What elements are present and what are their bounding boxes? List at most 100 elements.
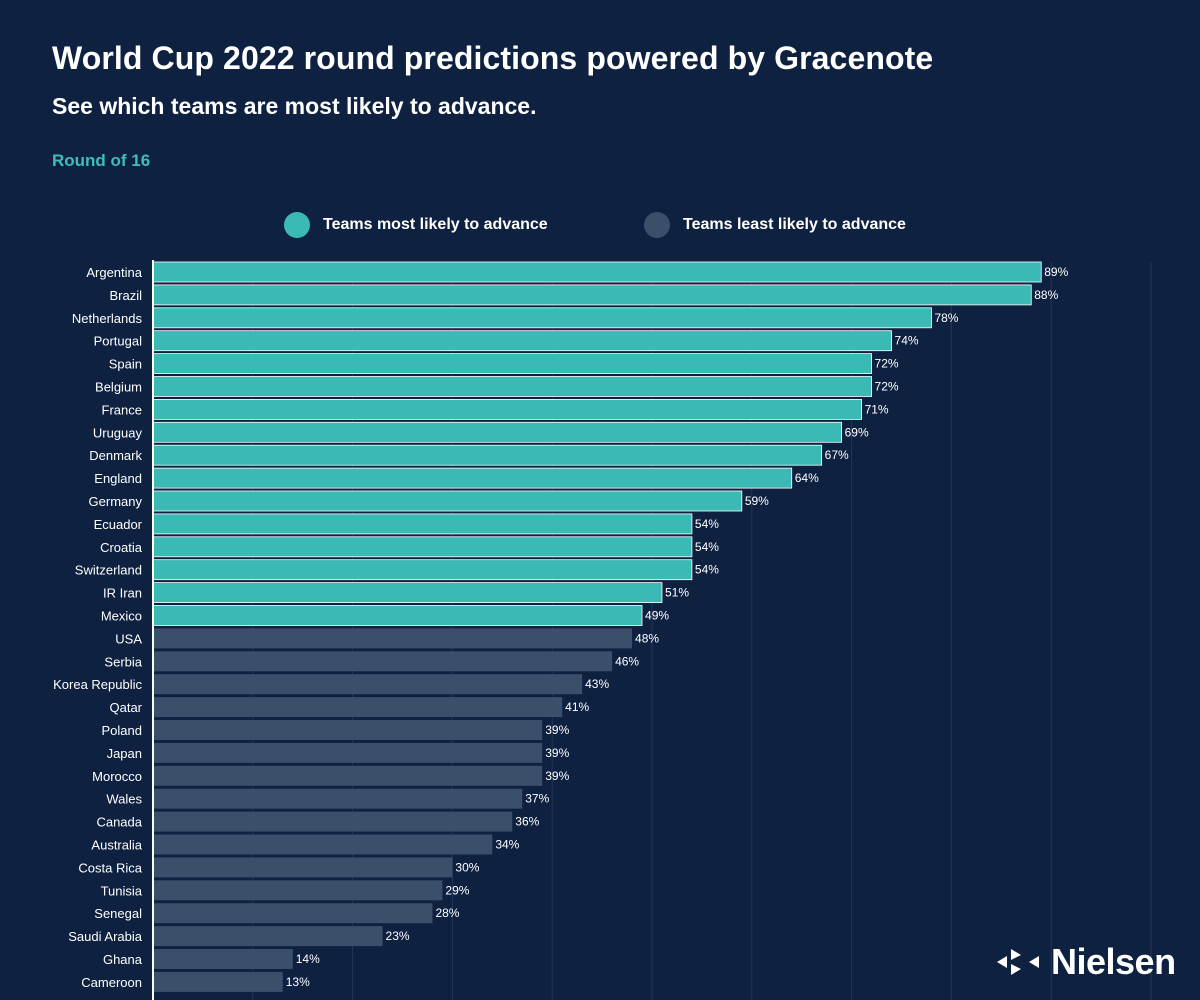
bar-wales (153, 788, 523, 809)
bar-germany (152, 490, 743, 512)
data-label: 51% (665, 586, 689, 600)
bar-switzerland (152, 559, 693, 581)
category-label: England (94, 471, 142, 486)
category-label: Morocco (92, 769, 142, 784)
legend-dot-most-icon (284, 212, 310, 238)
bar-tunisia (153, 880, 443, 901)
data-label: 23% (386, 929, 410, 943)
bar-costa-rica (153, 857, 453, 878)
data-label: 54% (695, 540, 719, 554)
data-label: 89% (1044, 265, 1068, 279)
legend-label-most: Teams most likely to advance (323, 216, 548, 233)
category-label: Serbia (104, 654, 142, 669)
category-label: Spain (109, 357, 142, 372)
data-label: 64% (795, 471, 819, 485)
bar-senegal (153, 903, 433, 924)
data-label: 54% (695, 563, 719, 577)
data-label: 37% (525, 792, 549, 806)
data-label: 78% (934, 311, 958, 325)
category-label: Netherlands (72, 311, 143, 326)
legend-item-most: Teams most likely to advance (284, 211, 548, 239)
data-label: 49% (645, 609, 669, 623)
category-label: Korea Republic (53, 677, 142, 692)
data-label: 41% (565, 700, 589, 714)
bar-poland (153, 720, 543, 740)
brand-name: Nielsen (1051, 941, 1176, 982)
legend-label-least: Teams least likely to advance (683, 216, 906, 233)
bar-serbia (153, 651, 613, 672)
data-label: 67% (825, 448, 849, 462)
data-label: 13% (286, 975, 310, 989)
category-label: Canada (96, 815, 142, 830)
category-label: Mexico (101, 609, 142, 624)
nielsen-logo-icon (997, 949, 1039, 975)
bar-korea-republic (153, 674, 583, 695)
data-label: 59% (745, 494, 769, 508)
bar-netherlands (152, 307, 932, 329)
data-label: 48% (635, 631, 659, 645)
bar-portugal (152, 330, 892, 352)
bar-brazil (152, 284, 1032, 306)
category-label: Ecuador (94, 517, 143, 532)
bar-saudi-arabia (153, 926, 383, 947)
bar-france (152, 398, 862, 420)
bar-spain (152, 353, 872, 375)
bar-usa (153, 628, 633, 649)
category-label: Japan (107, 746, 142, 761)
data-label: 36% (515, 815, 539, 829)
bar-mexico (152, 605, 643, 626)
data-label: 72% (875, 380, 899, 394)
legend-dot-least-icon (644, 212, 670, 238)
bar-belgium (152, 376, 872, 397)
category-label: Senegal (94, 906, 142, 921)
data-label: 71% (865, 402, 889, 416)
data-label: 34% (495, 838, 519, 852)
category-label: Denmark (89, 448, 142, 463)
data-label: 88% (1034, 288, 1058, 302)
data-label: 69% (845, 425, 869, 439)
category-label: Uruguay (93, 425, 143, 440)
category-label: Cameroon (81, 975, 142, 990)
page-subtitle: See which teams are most likely to advan… (52, 93, 537, 119)
bar-qatar (153, 697, 563, 718)
data-label: 39% (545, 723, 569, 737)
category-label: Australia (91, 838, 142, 853)
data-label: 74% (895, 334, 919, 348)
category-label: Ghana (103, 952, 143, 967)
category-label: Poland (102, 723, 142, 738)
bar-japan (153, 742, 543, 763)
data-label: 30% (455, 860, 479, 874)
category-label: USA (115, 631, 142, 646)
bar-ir-iran (152, 582, 663, 603)
data-label: 43% (585, 677, 609, 691)
category-label: Germany (89, 494, 143, 509)
data-label: 14% (296, 952, 320, 966)
category-label: Croatia (100, 540, 143, 555)
data-label: 46% (615, 654, 639, 668)
data-label: 39% (545, 769, 569, 783)
bar-uruguay (152, 421, 843, 443)
category-label: Saudi Arabia (68, 929, 142, 944)
data-label: 54% (695, 517, 719, 531)
bar-australia (153, 834, 493, 855)
data-label: 39% (545, 746, 569, 760)
category-label: Wales (106, 792, 142, 807)
bar-ghana (153, 949, 293, 969)
bar-england (152, 467, 793, 489)
data-label: 28% (435, 906, 459, 920)
category-label: Argentina (86, 265, 142, 280)
bar-argentina (152, 261, 1042, 283)
category-label: Portugal (94, 334, 143, 349)
brand-logo: Nielsen (995, 941, 1176, 983)
bar-ecuador (152, 513, 693, 535)
category-label: Costa Rica (78, 860, 142, 875)
category-label: Tunisia (101, 883, 143, 898)
category-label: France (102, 402, 142, 417)
bar-morocco (153, 765, 543, 786)
bar-denmark (152, 444, 823, 466)
data-label: 72% (875, 357, 899, 371)
category-label: IR Iran (103, 586, 142, 601)
category-label: Brazil (109, 288, 142, 303)
bar-cameroon (153, 971, 283, 992)
